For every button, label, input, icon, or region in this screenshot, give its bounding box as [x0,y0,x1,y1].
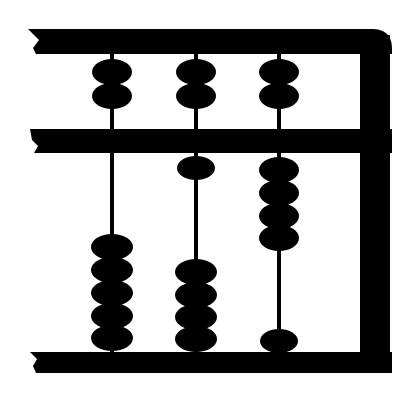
bead [259,180,299,206]
rod-2 [194,54,198,352]
bead [176,59,216,85]
middle-bar [30,129,392,153]
bottom-bar [30,352,392,373]
bead [259,83,299,109]
bead [92,83,132,109]
bead [176,83,216,109]
bead [259,157,299,183]
bead [260,329,298,353]
rod-1 [110,54,114,352]
bead [175,282,217,308]
bead [175,304,217,330]
abacus-frame [28,29,392,373]
right-side [360,35,390,370]
bead [91,303,133,329]
bead [91,325,133,351]
bead [91,234,133,260]
bead [92,59,132,85]
top-bar [28,29,392,54]
upper-beads [92,59,299,109]
bead [259,59,299,85]
bead [91,280,133,306]
bead [259,203,299,229]
bead [175,326,217,352]
bead [177,156,215,180]
bead [259,225,299,251]
lower-beads [91,156,299,353]
bead [175,259,217,285]
bead [91,257,133,283]
